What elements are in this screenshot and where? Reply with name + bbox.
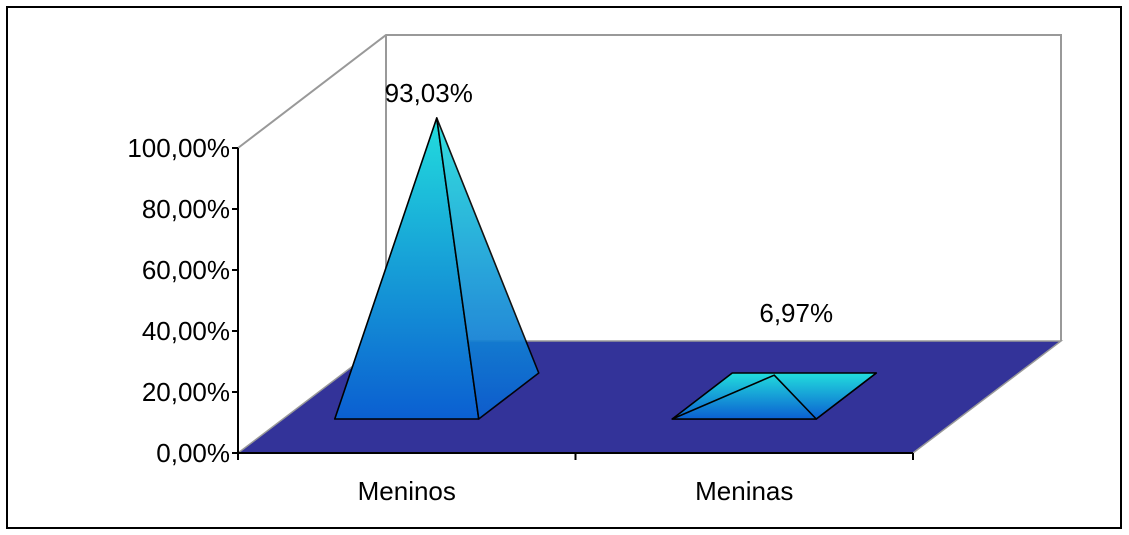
y-tick-label: 100,00% <box>127 133 230 163</box>
wall-outline <box>237 34 1062 341</box>
chart-labels: 93,03% 6,97% <box>385 78 833 328</box>
pyramid-side-face <box>435 117 540 420</box>
x-axis: Meninos Meninas <box>237 452 914 506</box>
chart-walls <box>237 34 1062 341</box>
chart-marks <box>333 117 878 420</box>
y-tick-label: 0,00% <box>156 438 230 468</box>
data-label: 93,03% <box>385 78 473 108</box>
x-tick-label: Meninos <box>358 476 456 506</box>
pyramid-bar <box>333 117 540 420</box>
y-tick-label: 80,00% <box>142 194 230 224</box>
y-axis: 0,00% 20,00% 40,00% 60,00% 80,00% 100,00% <box>127 133 239 468</box>
y-tick-label: 20,00% <box>142 377 230 407</box>
data-label: 6,97% <box>759 298 833 328</box>
pyramid-bar <box>671 372 878 420</box>
pyramid-base-face <box>671 372 878 420</box>
pyramid-edges <box>671 374 817 420</box>
y-tick-label: 40,00% <box>142 316 230 346</box>
y-tick-label: 60,00% <box>142 255 230 285</box>
x-tick-label: Meninas <box>695 476 793 506</box>
